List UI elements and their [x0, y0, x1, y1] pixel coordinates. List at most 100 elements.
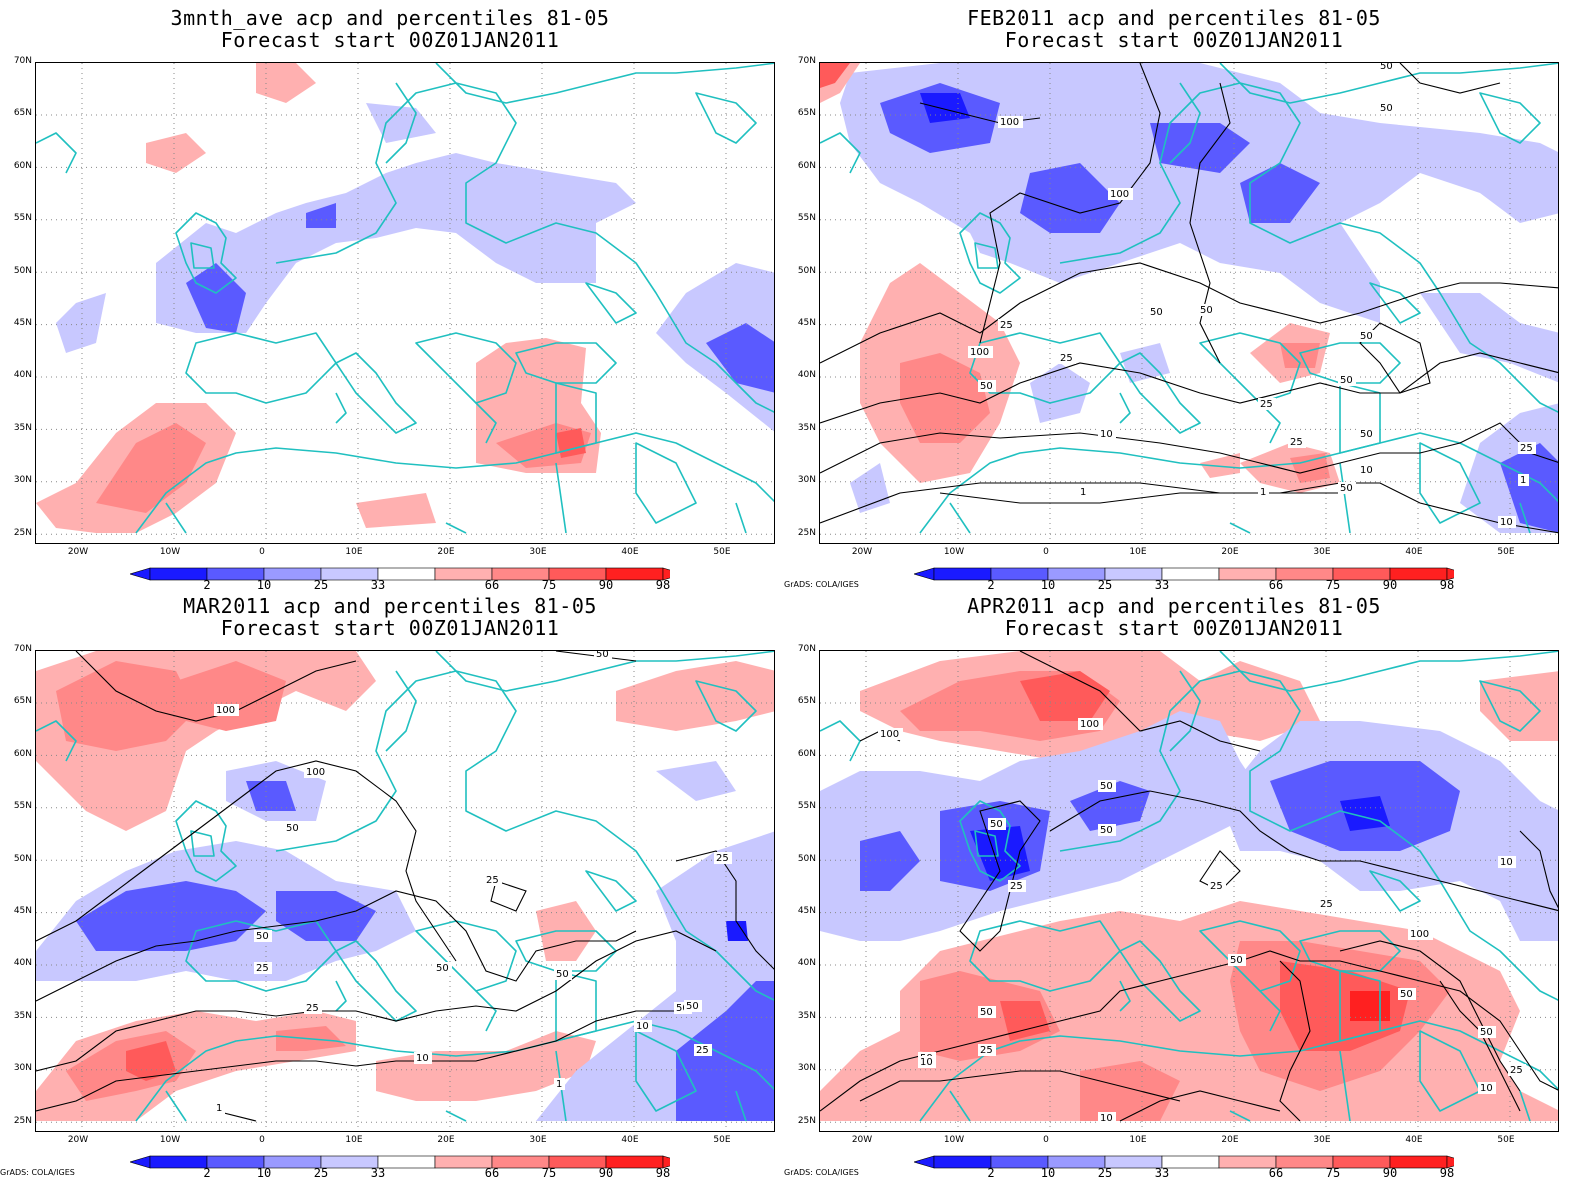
- contour-label: 100: [216, 705, 235, 716]
- contour-label-bg: [484, 874, 502, 886]
- latitude-label: 45N: [797, 318, 816, 328]
- coastline: [635, 442, 697, 524]
- latitude-label: 40N: [797, 370, 816, 381]
- coastline: [1169, 670, 1201, 752]
- latitude-label: 25N: [13, 527, 32, 538]
- longitude-label: 20W: [851, 1135, 873, 1145]
- contour-label: 50: [980, 1007, 993, 1018]
- coastline: [1219, 63, 1558, 104]
- contour-label: 10: [1100, 429, 1113, 440]
- longitude-label: 20E: [437, 547, 455, 557]
- contour-label-bg: [1478, 1082, 1496, 1094]
- latitude-label: 55N: [797, 213, 816, 224]
- percentile-region-red-66: [356, 493, 436, 528]
- precip-percentile-map: 50 50 100 100 25 50 50 100 50 25 50 50 25 50 25 10 50 25 1…: [820, 63, 1558, 543]
- colorbar-tick-label: 66: [484, 578, 500, 592]
- latitude-label: 55N: [13, 801, 32, 812]
- longitude-label: 10E: [345, 547, 363, 557]
- colorbar-legend: 2 10 25 33 66 75 90 98: [912, 566, 1469, 592]
- coastline: [635, 1030, 697, 1112]
- contour-label-bg: [1288, 436, 1306, 448]
- latitude-label: 40N: [13, 370, 32, 381]
- coastline: [1519, 1090, 1531, 1122]
- latitude-label: 40N: [13, 958, 32, 969]
- contour-label-bg: [1208, 880, 1226, 892]
- latitude-label: 30N: [13, 475, 32, 486]
- coastline: [1119, 352, 1201, 434]
- coastline: [415, 332, 517, 404]
- contour-label: 25: [486, 875, 499, 886]
- coastline: [695, 680, 757, 732]
- contour-label: 25: [306, 1003, 319, 1014]
- percentile-region-red-66: [256, 63, 316, 103]
- contour-label: 1: [1080, 487, 1086, 498]
- contour-label: 50: [436, 963, 449, 974]
- precip-contour-line: [1279, 960, 1311, 1122]
- contour-label-bg: [1098, 824, 1116, 836]
- coastline: [1199, 332, 1301, 404]
- precip-contour-line: [1019, 651, 1261, 752]
- colorbar-arrow-low: [128, 1155, 151, 1169]
- colorbar-tick-label: 75: [1325, 1166, 1341, 1180]
- coastline: [585, 870, 637, 912]
- contour-label: 50: [1360, 331, 1373, 342]
- longitude-label: 30E: [1313, 1135, 1331, 1145]
- coastline: [135, 432, 774, 534]
- coastline: [445, 1110, 467, 1122]
- contour-label-bg: [1258, 486, 1269, 498]
- coastline: [1059, 82, 1558, 413]
- latitude-label: 60N: [13, 748, 32, 759]
- longitude-label: 0: [259, 1135, 265, 1145]
- percentile-region-red-75: [1290, 453, 1330, 483]
- contour-label: 50: [686, 1001, 699, 1012]
- coastline: [1339, 382, 1381, 454]
- coastline: [555, 970, 597, 1042]
- colorbar-tick-label: 66: [484, 1166, 500, 1180]
- coastline: [735, 1090, 747, 1122]
- contour-label: 50: [1100, 781, 1113, 792]
- contour-label: 10: [1100, 1113, 1113, 1124]
- latitude-label: 55N: [13, 213, 32, 224]
- latitude-label: 35N: [13, 422, 32, 433]
- longitude-label: 50E: [1497, 1135, 1515, 1145]
- longitude-label: 30E: [529, 1135, 547, 1145]
- coastline: [1229, 522, 1251, 534]
- contour-label: 10: [1480, 1083, 1493, 1094]
- colorbar-tick-label: 75: [541, 1166, 557, 1180]
- contour-label: 1: [1260, 487, 1266, 498]
- colorbar-tick-label: 10: [256, 578, 272, 592]
- contour-label-bg: [1098, 1112, 1116, 1124]
- contour-label: 50: [1380, 103, 1393, 114]
- colorbar-tick-label: 2: [987, 1166, 995, 1180]
- coastline: [335, 980, 347, 1012]
- contour-label: 50: [1150, 307, 1163, 318]
- colorbar-tick-label: 98: [1439, 578, 1455, 592]
- longitude-label: 20W: [851, 547, 873, 557]
- percentile-region-red-75: [1280, 343, 1320, 368]
- colorbar-tick-label: 98: [655, 578, 671, 592]
- precip-contour-line: [1339, 940, 1521, 1092]
- longitude-label: 20W: [67, 547, 89, 557]
- coastline: [335, 352, 417, 434]
- precip-percentile-map: [36, 63, 774, 543]
- longitude-label: 30E: [529, 547, 547, 557]
- contour-label: 100: [1110, 189, 1129, 200]
- contour-label: 25: [1060, 353, 1073, 364]
- contour-label: 25: [1520, 443, 1533, 454]
- longitude-label: 10E: [1129, 547, 1147, 557]
- longitude-label: 20W: [67, 1135, 89, 1145]
- coastline: [959, 800, 1021, 882]
- coastline: [1059, 670, 1558, 1001]
- coastline: [555, 382, 597, 454]
- contour-label: 10: [636, 1021, 649, 1032]
- coastline: [1259, 990, 1281, 1032]
- percentile-region-red-90: [1280, 961, 1410, 1051]
- contour-label: 25: [1510, 1065, 1523, 1076]
- contour-label-bg: [1398, 988, 1416, 1000]
- longitude-label: 40E: [621, 1135, 639, 1145]
- coastline: [1299, 930, 1401, 972]
- latitude-label: 70N: [13, 56, 32, 66]
- colorbar-tick-label: 75: [541, 578, 557, 592]
- percentile-region-blue-10: [706, 323, 774, 393]
